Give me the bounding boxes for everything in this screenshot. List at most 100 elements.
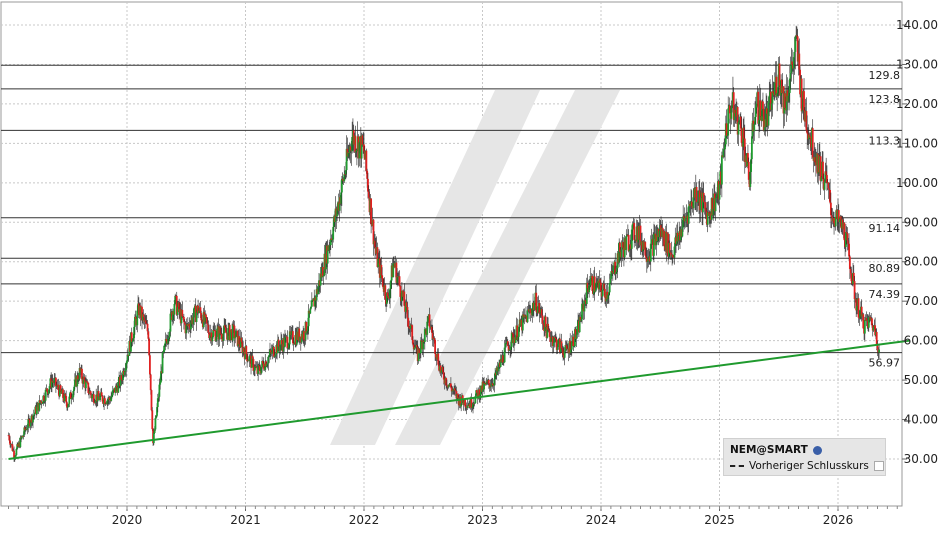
candle-body bbox=[706, 212, 709, 225]
candle-body bbox=[62, 389, 64, 398]
candle-body bbox=[731, 105, 734, 108]
candle-body bbox=[828, 188, 831, 190]
candle-body bbox=[212, 330, 215, 338]
candle-body bbox=[155, 415, 158, 419]
candle-body bbox=[124, 370, 127, 372]
candle-body bbox=[395, 262, 398, 283]
candle-body bbox=[130, 332, 133, 343]
candle-body bbox=[595, 282, 598, 290]
candle-body bbox=[431, 326, 433, 333]
candle-body bbox=[38, 400, 41, 411]
candle-body bbox=[732, 92, 735, 121]
candle-body bbox=[141, 306, 143, 321]
candle-body bbox=[853, 281, 856, 300]
candle-body bbox=[633, 223, 636, 240]
candle-body bbox=[322, 266, 324, 277]
candle-body bbox=[292, 343, 295, 345]
candle-body bbox=[858, 317, 861, 319]
candle-body bbox=[201, 320, 203, 322]
candle-body bbox=[46, 388, 49, 392]
candle-body bbox=[287, 347, 290, 349]
candle-body bbox=[491, 383, 494, 386]
candle-body bbox=[157, 396, 160, 399]
candle-body bbox=[796, 35, 798, 37]
candle-body bbox=[310, 300, 313, 307]
candle-body bbox=[307, 310, 310, 327]
candle-body bbox=[319, 273, 322, 286]
candle-body bbox=[447, 384, 450, 388]
candle-body bbox=[158, 384, 161, 397]
candle-body bbox=[733, 109, 736, 121]
candle-body bbox=[727, 108, 730, 136]
candle-body bbox=[305, 322, 308, 333]
candle-body bbox=[380, 264, 383, 276]
candle-body bbox=[583, 300, 586, 312]
candle-body bbox=[382, 278, 384, 288]
candle-body bbox=[457, 394, 459, 399]
candle-body bbox=[376, 247, 379, 267]
candle-body bbox=[142, 314, 145, 318]
candle-body bbox=[254, 366, 257, 368]
price-level-label: 91.14 bbox=[869, 222, 901, 235]
candle-body bbox=[411, 325, 414, 340]
globe-icon[interactable] bbox=[812, 445, 822, 455]
candle-body bbox=[231, 324, 234, 341]
candle-body bbox=[53, 379, 56, 384]
candle-body bbox=[825, 171, 828, 176]
candle-body bbox=[209, 335, 211, 339]
candle-body bbox=[41, 403, 44, 405]
candle-body bbox=[615, 268, 618, 273]
candle-body bbox=[81, 368, 83, 380]
candle-body bbox=[332, 226, 335, 240]
candle-body bbox=[521, 314, 524, 331]
candle-body bbox=[852, 272, 855, 282]
candle-body bbox=[862, 314, 865, 329]
candle-body bbox=[603, 283, 606, 289]
candle-body bbox=[410, 324, 413, 326]
candle-body bbox=[121, 379, 124, 381]
candle-body bbox=[234, 336, 237, 339]
candle-body bbox=[21, 436, 23, 439]
candle-body bbox=[347, 152, 350, 157]
candle-body bbox=[235, 330, 237, 337]
candle-body bbox=[386, 292, 389, 297]
legend: NEM@SMART Vorheriger Schlusskurs bbox=[723, 438, 886, 476]
candle-body bbox=[714, 198, 717, 212]
candle-body bbox=[668, 243, 671, 253]
candle-body bbox=[601, 289, 604, 297]
candle-body bbox=[39, 400, 41, 403]
candle-body bbox=[573, 346, 576, 347]
candle-body bbox=[133, 326, 136, 339]
candle-body bbox=[663, 230, 666, 247]
candle-body bbox=[240, 337, 243, 342]
candle-body bbox=[705, 208, 707, 212]
candle-body bbox=[153, 429, 156, 433]
candle-body bbox=[843, 222, 846, 241]
candle-body bbox=[160, 371, 162, 383]
candle-body bbox=[459, 397, 462, 407]
x-tick-label: 2020 bbox=[112, 513, 143, 527]
candle-body bbox=[76, 375, 79, 387]
checkbox-icon[interactable] bbox=[873, 461, 884, 471]
candle-body bbox=[788, 92, 790, 96]
candle-body bbox=[260, 367, 263, 374]
candle-body bbox=[593, 276, 596, 292]
candle-body bbox=[466, 405, 469, 409]
candle-body bbox=[704, 202, 707, 209]
candle-body bbox=[91, 395, 94, 399]
watermark-logo-stripe bbox=[395, 90, 620, 445]
candle-body bbox=[329, 238, 332, 246]
candle-body bbox=[591, 275, 594, 291]
candle-body bbox=[182, 316, 185, 322]
candle-body bbox=[723, 149, 726, 150]
candle-body bbox=[354, 135, 357, 153]
candle-body bbox=[499, 358, 502, 367]
candle-body bbox=[85, 381, 87, 389]
candle-body bbox=[293, 343, 296, 345]
candle-body bbox=[765, 108, 768, 128]
candle-body bbox=[13, 450, 15, 458]
candle-body bbox=[749, 171, 752, 187]
candle-body bbox=[344, 174, 346, 176]
candle-body bbox=[566, 345, 568, 350]
candle-body bbox=[730, 107, 733, 119]
